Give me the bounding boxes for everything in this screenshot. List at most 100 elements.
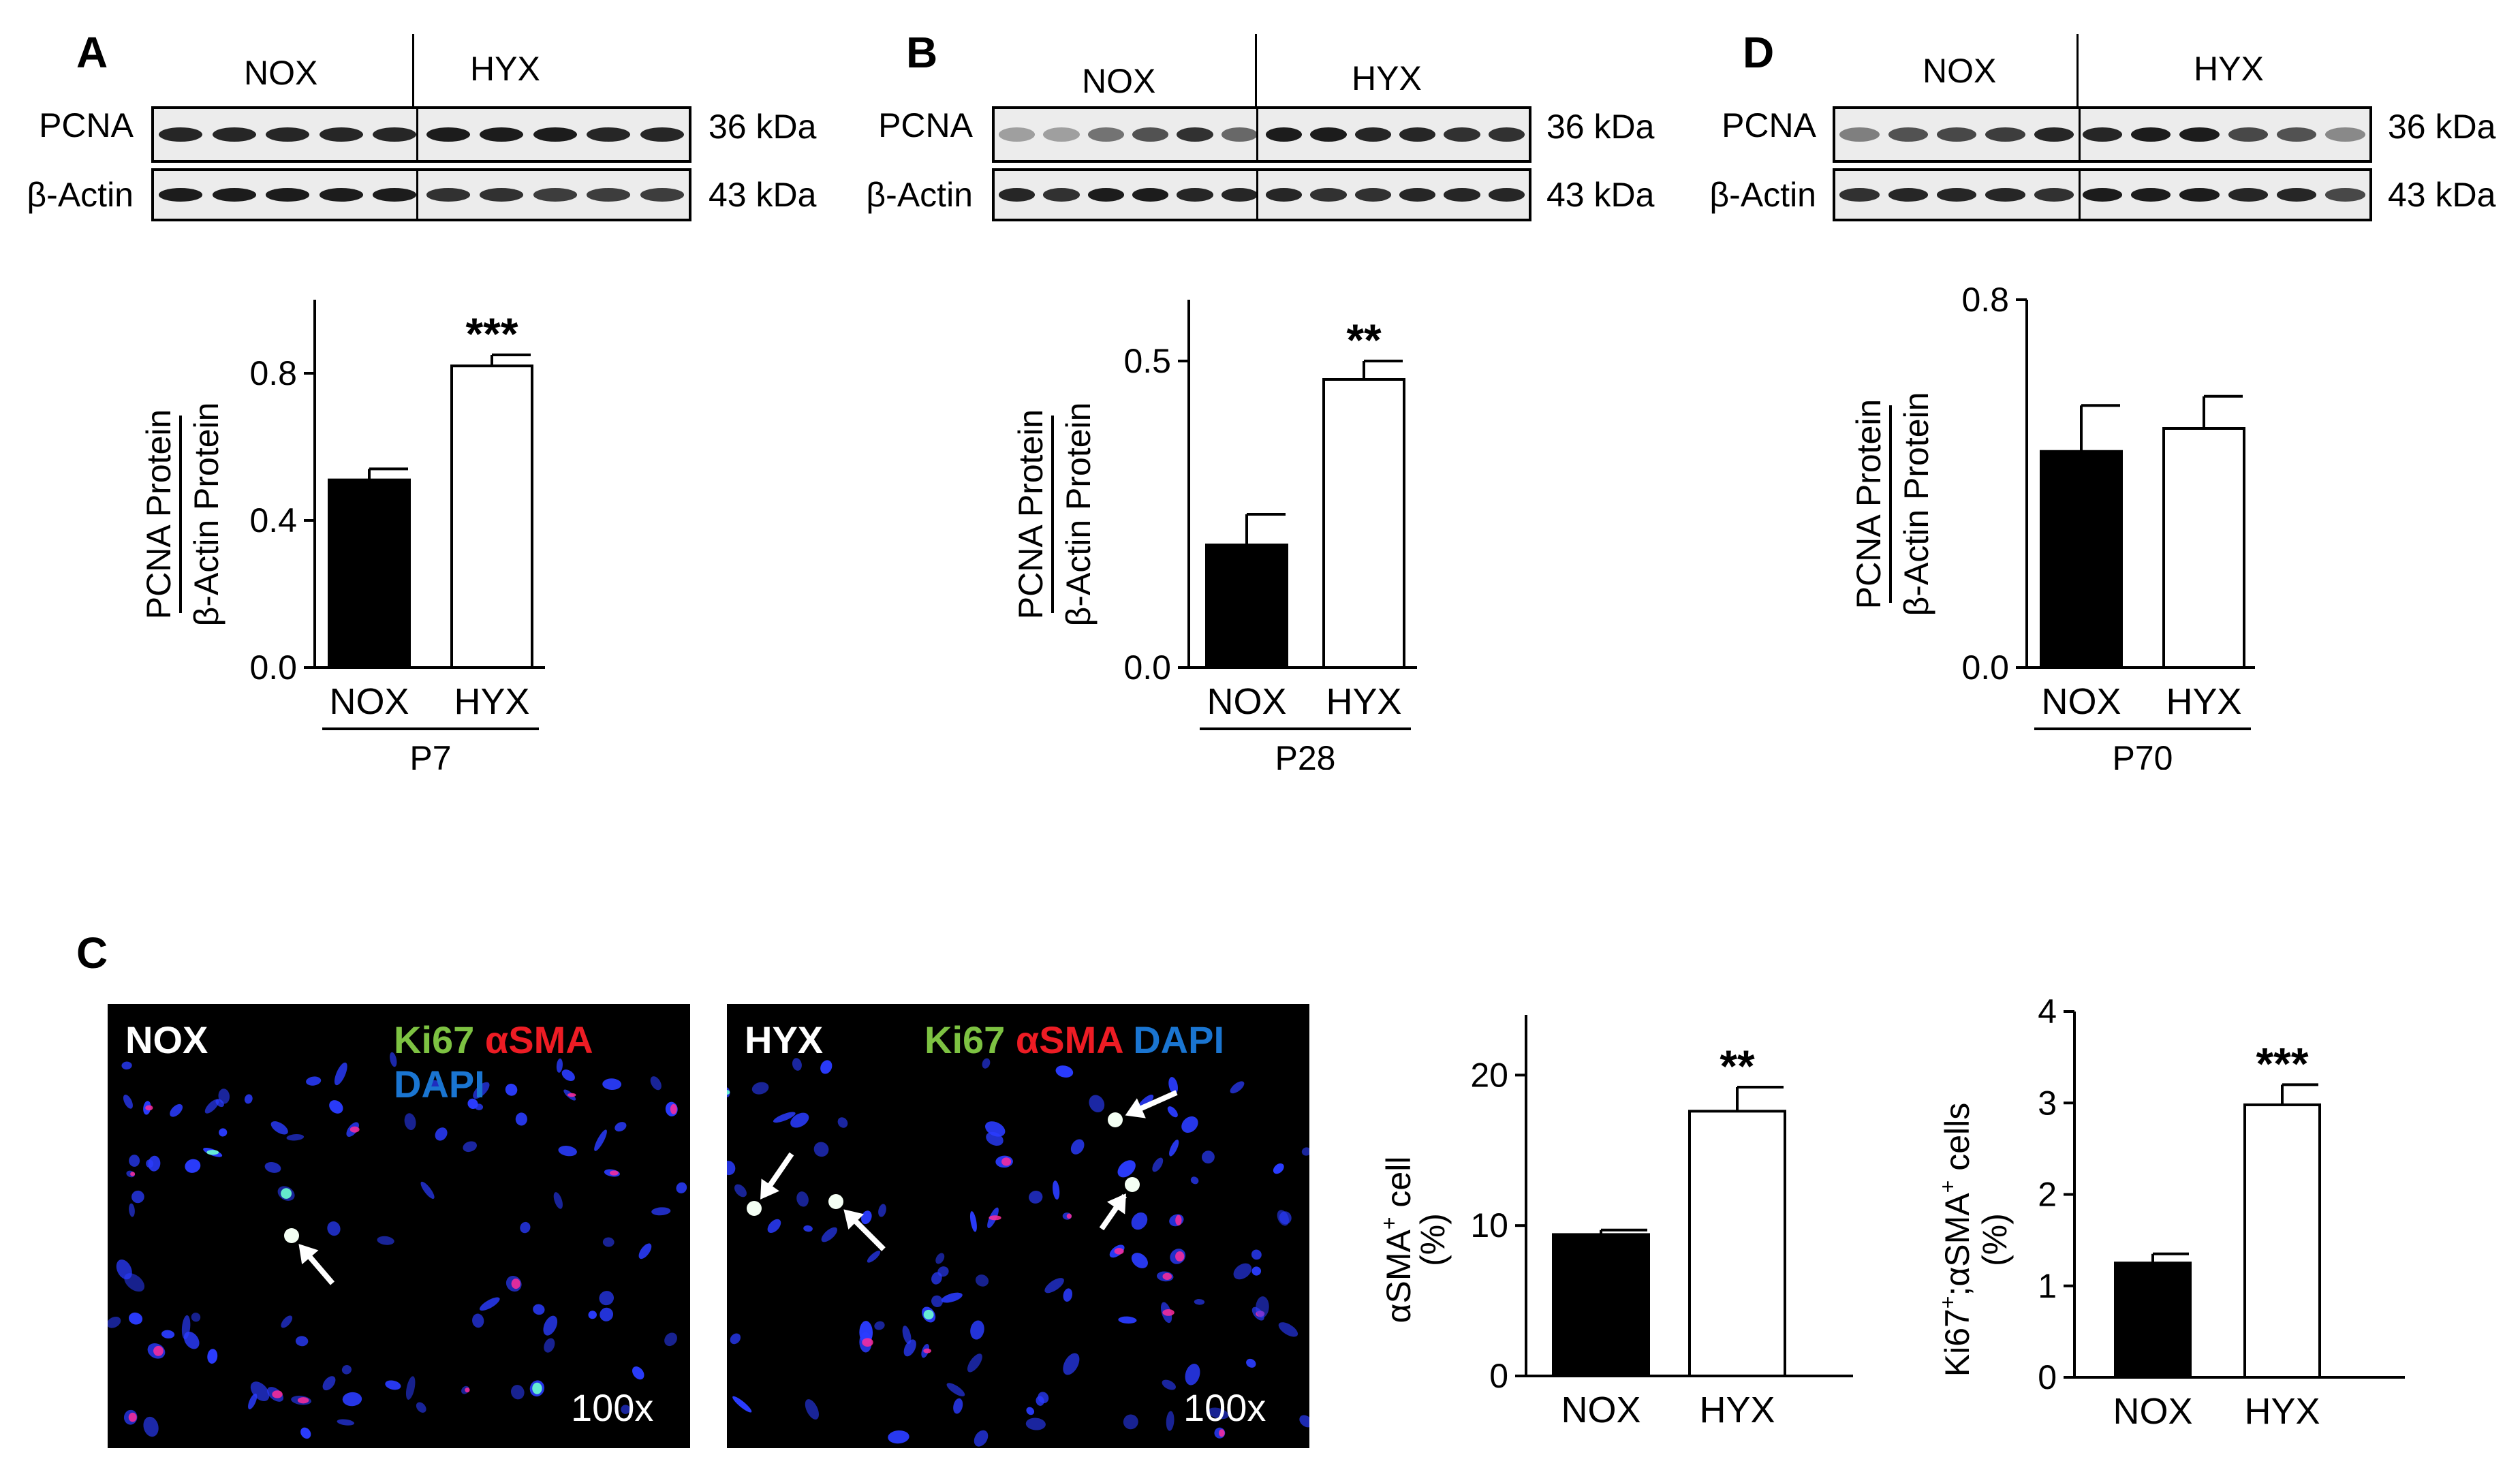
group-label: P7 [409, 739, 451, 770]
nucleus [651, 1207, 671, 1216]
group-label: P70 [2113, 739, 2173, 770]
blot-d-kda-actin: 43 kDa [2388, 176, 2496, 214]
blot-a-group-hyx: HYX [470, 50, 540, 88]
blot-d-header-divider [2076, 34, 2079, 109]
blot-b-pcna-band [998, 127, 1036, 142]
nucleus [556, 1059, 563, 1073]
nucleus [1202, 1150, 1215, 1164]
blot-b-pcna-band [1087, 127, 1125, 142]
blot-b-group-hyx: HYX [1352, 59, 1422, 97]
nucleus [1230, 1081, 1245, 1094]
blot-a-pcna-band [319, 127, 363, 142]
nucleus [327, 1221, 341, 1236]
panel-letter-d: D [1743, 28, 1775, 77]
y-tick-label: 4 [2038, 992, 2057, 1031]
nucleus [1299, 1415, 1309, 1428]
asma-signal [465, 1388, 470, 1393]
y-tick-label: 10 [1470, 1206, 1508, 1244]
double-positive-cell [828, 1194, 843, 1209]
blot-a-pcna-band [212, 127, 256, 142]
blot-d-pcna-band [1985, 127, 2025, 142]
blot-a-actin-band [212, 188, 256, 202]
ki67-signal [281, 1188, 292, 1199]
double-positive-cell [1125, 1177, 1140, 1192]
blot-a-row-label-pcna: PCNA [39, 106, 134, 144]
arrow-head-icon [1106, 1193, 1126, 1215]
nucleus [306, 1076, 322, 1086]
bar-hyx [1322, 378, 1405, 669]
significance-marker: ** [1346, 315, 1382, 365]
nucleus [121, 1061, 132, 1070]
nucleus [1162, 1379, 1176, 1390]
nucleus [505, 1083, 518, 1096]
nucleus [813, 1142, 829, 1157]
nucleus [1089, 1095, 1105, 1112]
blot-b-actin-band [1221, 188, 1258, 202]
asma-signal [1218, 1429, 1225, 1437]
blot-d-pcna-band [1888, 127, 1929, 142]
asma-signal [1175, 1251, 1185, 1262]
arrow-head-icon [1125, 1098, 1146, 1118]
nucleus [861, 1210, 872, 1225]
asma-signal [1175, 1215, 1182, 1226]
nucleus [1246, 1358, 1256, 1368]
nucleus [404, 1113, 416, 1130]
nucleus [821, 1227, 838, 1242]
nucleus [185, 1159, 201, 1173]
chart-c1-ylabel-unit: (%) [1414, 1213, 1452, 1266]
nucleus [1256, 1296, 1269, 1318]
nucleus [1055, 1065, 1074, 1078]
nucleus [874, 1321, 885, 1330]
nucleus [931, 1272, 942, 1285]
nucleus [405, 1376, 416, 1400]
blot-d-pcna-band [2034, 127, 2074, 142]
blot-d-row-label-pcna: PCNA [1722, 106, 1816, 144]
blot-a-pcna-lane-divider [416, 109, 418, 160]
chart-c-asma-cells: αSMA+ cell (%) 0 10 20 NOX HYX ** [1377, 1015, 1853, 1430]
nucleus [1117, 1160, 1136, 1178]
blot-d-group-nox: NOX [1923, 52, 1997, 90]
micrograph-hyx-magnification: 100x [1183, 1386, 1266, 1429]
blot-b-pcna-strip [992, 106, 1531, 163]
blot-a-header-divider [412, 34, 414, 109]
blot-b-actin-band [1177, 188, 1213, 202]
asma-signal [1162, 1272, 1172, 1280]
asma-signal [1162, 1309, 1175, 1316]
asma-signal [297, 1397, 309, 1404]
nucleus [790, 1112, 809, 1128]
nucleus [204, 1099, 219, 1114]
blot-d-pcna-band [1936, 127, 1977, 142]
blot-d-pcna-band [1839, 127, 1880, 142]
nucleus [248, 1393, 258, 1410]
ki67-signal [206, 1150, 219, 1155]
blot-a-pcna-band [426, 127, 470, 142]
blot-d-pcna-band [2276, 127, 2317, 142]
x-tick-label-nox: NOX [1207, 681, 1286, 722]
nucleus [515, 1112, 527, 1126]
blot-b-actin-band [1265, 188, 1303, 202]
bar-nox [1552, 1233, 1650, 1377]
chart-a-ylabel-bottom: β-Actin Protein [187, 403, 225, 627]
blot-d-actin-band [2082, 188, 2123, 202]
bar-hyx [450, 364, 533, 669]
nucleus [902, 1326, 912, 1345]
y-tick-label: 20 [1470, 1056, 1508, 1094]
nucleus [751, 1082, 769, 1095]
bar-hyx [1688, 1110, 1786, 1377]
blot-b-header-divider [1255, 34, 1257, 109]
blot-a-actin-band [266, 188, 310, 202]
nucleus [322, 1376, 336, 1391]
nucleus [416, 1402, 426, 1413]
blot-b-row-label-pcna: PCNA [878, 106, 973, 144]
y-tick-label: 0.0 [1123, 648, 1171, 687]
nucleus [727, 1160, 736, 1176]
blot-a-pcna-band [159, 127, 203, 142]
nucleus [878, 1204, 886, 1217]
nucleus [553, 1192, 563, 1209]
x-tick-label-hyx: HYX [2166, 681, 2241, 722]
blot-b-pcna-lane-divider [1256, 109, 1259, 160]
blot-d-actin-band [1839, 188, 1880, 202]
nucleus [935, 1253, 945, 1264]
asma-signal [1066, 1213, 1072, 1219]
blot-d-actin-band [2276, 188, 2317, 202]
